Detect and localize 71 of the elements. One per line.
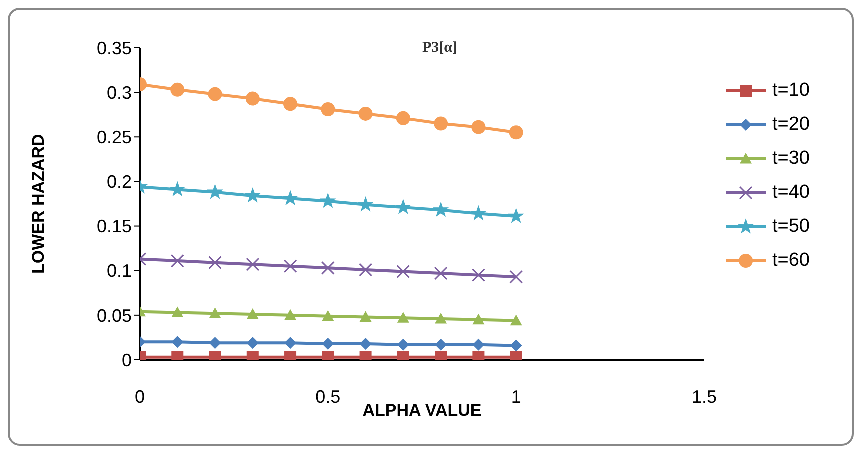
point [510,270,524,284]
point [322,310,334,322]
y-tick-label: 0.1 [106,261,132,282]
point [284,260,298,274]
point [172,306,184,318]
x-axis-title: ALPHA VALUE [362,401,482,420]
point [472,268,486,282]
point [170,254,184,268]
point [434,266,448,280]
x-tick-label: 0 [134,386,146,407]
point [396,111,410,126]
point [471,206,486,220]
point [245,188,260,202]
point [472,120,486,134]
point [510,340,522,352]
point [359,263,373,277]
point [434,202,448,217]
y-tick-label: 0.3 [106,82,132,103]
legend-label: t=30 [772,148,810,170]
point [435,312,448,324]
point [322,338,334,350]
point [397,338,410,351]
point [434,116,448,131]
x-tick-label: 0.5 [316,386,341,407]
point [472,314,485,325]
legend-label: t=20 [772,114,810,136]
y-tick-label: 0.2 [106,172,132,192]
point [472,338,485,351]
y-tick-label: 0.25 [96,128,132,148]
x-tick-label: 1.5 [692,386,717,407]
point [209,308,222,318]
point [396,265,410,278]
y-tick-label: 0.05 [96,306,132,326]
point [284,97,298,112]
point [321,102,336,117]
point [360,338,372,350]
point [358,197,374,212]
point [284,337,297,350]
point [509,126,524,140]
point [396,200,411,214]
y-tick-label: 0 [122,350,132,370]
point [246,258,260,272]
point [510,314,522,326]
x-tick-label: 1 [511,386,522,407]
legend-label: t=10 [772,80,810,102]
point [320,194,336,208]
point [321,261,335,275]
point [360,311,372,322]
point [246,92,260,106]
point [246,308,259,320]
point [246,337,259,350]
point [508,208,524,223]
point [170,82,185,97]
point [435,338,448,351]
point [208,184,223,199]
chart-title: P3[α] [421,40,459,57]
point [208,87,222,102]
y-tick-label: 0.35 [96,38,132,58]
y-axis-title: LOWER HAZARD [29,134,48,274]
y-tick-label: 0.15 [96,216,132,237]
point [283,190,298,206]
point [397,312,410,323]
point [209,337,222,350]
point [358,106,373,121]
legend-label: t=40 [772,182,810,204]
point [208,256,222,270]
point [170,182,186,196]
point [172,336,184,348]
legend-label: t=60 [772,250,810,272]
point [284,309,297,320]
legend-label: t=50 [772,216,810,238]
